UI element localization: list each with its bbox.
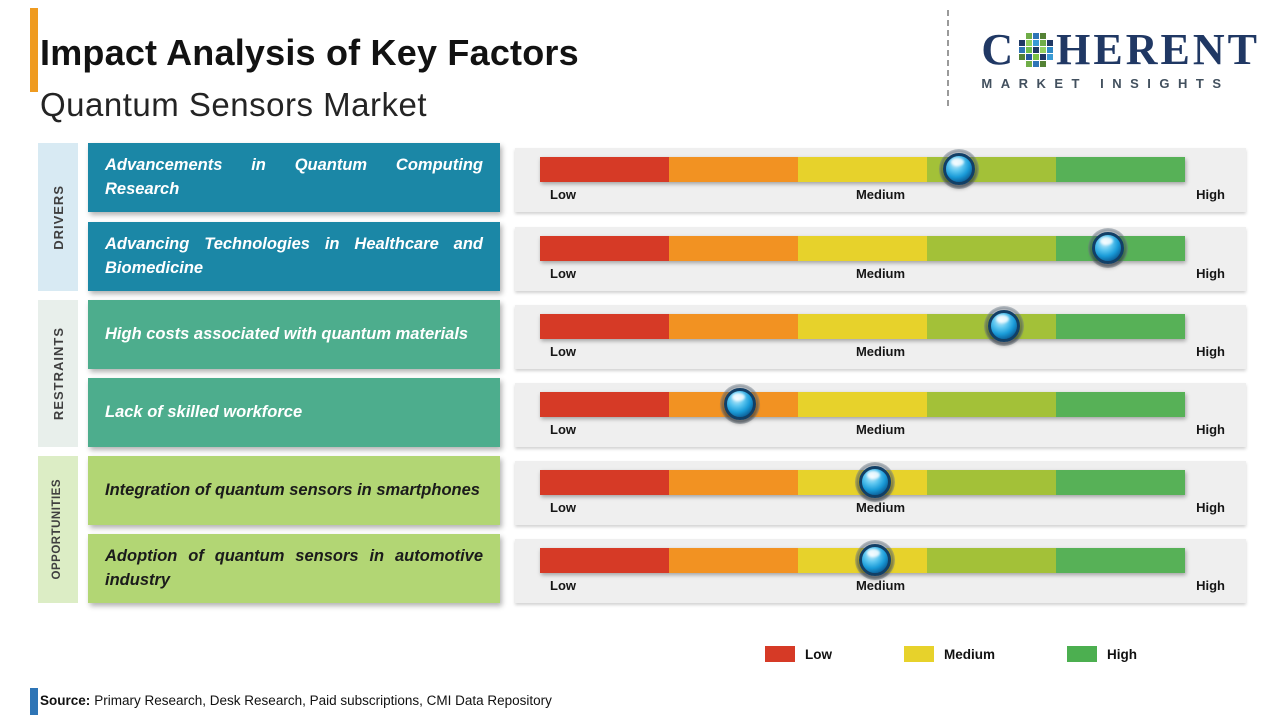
impact-scale-bar xyxy=(540,306,1185,346)
legend-label-high: High xyxy=(1107,646,1138,662)
group-label-text: DRIVERS xyxy=(50,184,66,250)
scale-label-low: Low xyxy=(550,422,576,437)
scale-label-medium: Medium xyxy=(855,500,906,515)
page-title: Impact Analysis of Key Factors xyxy=(40,32,579,73)
logo-divider-dashed-line xyxy=(947,10,949,106)
scale-label-low: Low xyxy=(550,578,576,593)
company-logo-tagline: MARKET INSIGHTS xyxy=(981,76,1230,91)
legend-item-medium: Medium xyxy=(904,646,995,662)
company-logo-wordmark: C HERENT xyxy=(981,28,1260,72)
scale-label-low: Low xyxy=(550,266,576,281)
marker-highlight xyxy=(996,315,1010,323)
top-left-accent-bar xyxy=(30,8,38,92)
marker-highlight xyxy=(731,393,745,401)
impact-marker xyxy=(984,306,1025,346)
legend-label-low: Low xyxy=(805,646,832,662)
scale-label-high: High xyxy=(1196,422,1225,437)
legend-swatch-high xyxy=(1067,646,1098,662)
impact-marker xyxy=(939,149,980,189)
marker-highlight xyxy=(951,158,965,166)
impact-scale-panel: Low Medium High xyxy=(515,539,1246,603)
scale-label-medium: Medium xyxy=(855,422,906,437)
marker-highlight xyxy=(1099,237,1113,245)
marker-sphere-icon xyxy=(988,310,1021,342)
factor-box: Advancing Technologies in Healthcare and… xyxy=(88,222,500,291)
bottom-left-accent-bar xyxy=(30,688,38,715)
scale-label-low: Low xyxy=(550,344,576,359)
legend-swatch-low xyxy=(765,646,795,662)
impact-scale-bar xyxy=(540,228,1185,268)
company-logo: C HERENT MARKET INSIGHTS xyxy=(981,28,1260,92)
legend-item-high: High xyxy=(1067,646,1137,662)
factor-label: High costs associated with quantum mater… xyxy=(105,324,469,343)
group-label-restraints: RESTRAINTS xyxy=(38,300,78,447)
scale-label-high: High xyxy=(1196,187,1225,202)
scale-label-medium: Medium xyxy=(855,344,906,359)
group-label-text: OPPORTUNITIES xyxy=(51,479,64,580)
impact-scale-bar xyxy=(540,462,1185,502)
impact-marker xyxy=(855,540,896,580)
scale-label-medium: Medium xyxy=(855,266,906,281)
marker-highlight xyxy=(867,471,881,479)
impact-scale-bar xyxy=(540,540,1185,580)
scale-labels: Low Medium High xyxy=(515,344,1246,364)
impact-scale-panel: Low Medium High xyxy=(515,305,1246,369)
factor-label: Lack of skilled workforce xyxy=(105,402,303,421)
group-label-drivers: DRIVERS xyxy=(38,143,78,291)
marker-sphere-icon xyxy=(859,544,892,576)
factor-box: Lack of skilled workforce xyxy=(88,378,500,447)
scale-label-medium: Medium xyxy=(855,578,906,593)
logo-text-prefix: C xyxy=(981,25,1017,74)
factor-box: Advancements in Quantum Computing Resear… xyxy=(88,143,500,212)
factor-box: Adoption of quantum sensors in automotiv… xyxy=(88,534,500,603)
scale-label-low: Low xyxy=(550,187,576,202)
impact-scale-panel: Low Medium High xyxy=(515,148,1246,212)
factor-label: Advancements in Quantum Computing Resear… xyxy=(105,155,483,198)
scale-labels: Low Medium High xyxy=(515,500,1246,520)
factor-box: Integration of quantum sensors in smartp… xyxy=(88,456,500,525)
factor-label: Integration of quantum sensors in smartp… xyxy=(105,480,480,499)
legend-swatch-medium xyxy=(904,646,934,662)
scale-labels: Low Medium High xyxy=(515,578,1246,598)
scale-labels: Low Medium High xyxy=(515,422,1246,442)
scale-label-high: High xyxy=(1196,344,1225,359)
source-label: Source: xyxy=(40,693,91,708)
scale-label-high: High xyxy=(1196,266,1225,281)
source-text: Primary Research, Desk Research, Paid su… xyxy=(94,693,552,708)
impact-marker xyxy=(1087,228,1128,268)
impact-scale-panel: Low Medium High xyxy=(515,383,1246,447)
source-line: Source: Primary Research, Desk Research, … xyxy=(40,693,552,708)
scale-label-high: High xyxy=(1196,500,1225,515)
impact-scale-bar xyxy=(540,149,1185,189)
logo-text-suffix: HERENT xyxy=(1056,25,1260,74)
impact-scale-bar xyxy=(540,384,1185,424)
marker-highlight xyxy=(867,549,881,557)
scale-label-high: High xyxy=(1196,578,1225,593)
group-label-text: RESTRAINTS xyxy=(50,326,66,421)
scale-label-medium: Medium xyxy=(855,187,906,202)
scale-labels: Low Medium High xyxy=(515,187,1246,207)
page-subtitle: Quantum Sensors Market xyxy=(40,86,427,123)
impact-scale-panel: Low Medium High xyxy=(515,461,1246,525)
legend-label-medium: Medium xyxy=(944,646,996,662)
scale-labels: Low Medium High xyxy=(515,266,1246,286)
legend: Low Medium High xyxy=(765,646,1137,662)
marker-sphere-icon xyxy=(723,388,756,420)
factor-box: High costs associated with quantum mater… xyxy=(88,300,500,369)
impact-scale-panel: Low Medium High xyxy=(515,227,1246,291)
scale-label-low: Low xyxy=(550,500,576,515)
logo-mosaic-o-icon xyxy=(1019,33,1054,67)
impact-marker xyxy=(719,384,760,424)
group-label-opportunities: OPPORTUNITIES xyxy=(38,456,78,603)
impact-marker xyxy=(855,462,896,502)
legend-item-low: Low xyxy=(765,646,832,662)
factor-label: Adoption of quantum sensors in automotiv… xyxy=(105,546,483,589)
factor-label: Advancing Technologies in Healthcare and… xyxy=(105,234,483,277)
